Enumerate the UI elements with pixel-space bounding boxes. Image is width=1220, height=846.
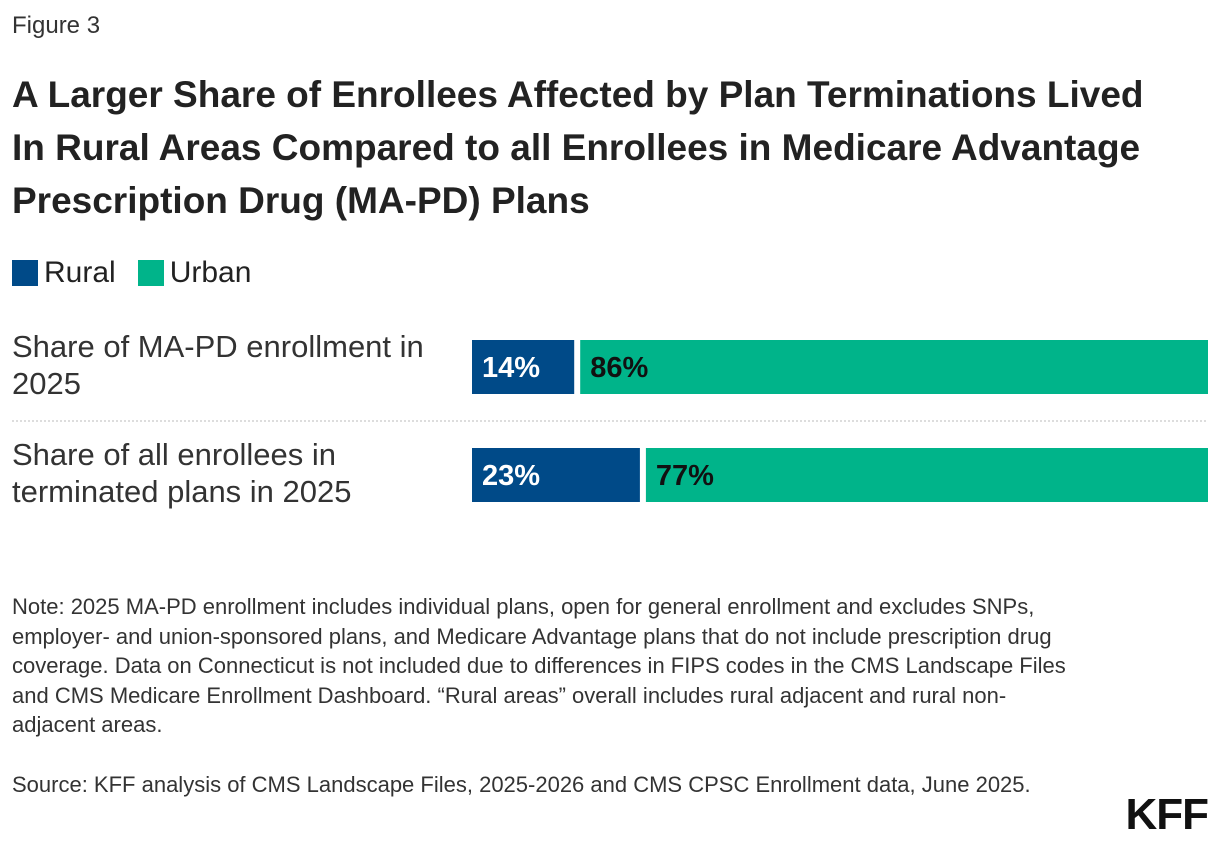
bar-rural-terminated-plans <box>472 448 640 502</box>
legend-swatch-urban <box>137 260 164 286</box>
category-label-terminated-plans: Share of all enrollees in terminated plan… <box>12 437 352 509</box>
category-label-line: Share of all enrollees in <box>12 437 336 472</box>
legend-label-rural: Rural <box>44 256 116 289</box>
bar-urban-ma-pd-enrollment <box>580 340 1208 394</box>
legend-item-rural: Rural <box>12 256 116 290</box>
bar-urban-terminated-plans <box>645 448 1208 502</box>
category-label-line: Share of MA-PD enrollment in <box>12 329 424 364</box>
figure-label: Figure 3 <box>12 12 101 39</box>
data-label-rural-terminated-plans: 23% <box>482 460 540 492</box>
legend-swatch-rural <box>12 260 38 286</box>
legend-label-urban: Urban <box>169 256 252 289</box>
data-label-rural-ma-pd-enrollment: 14% <box>482 352 540 384</box>
category-label-ma-pd-enrollment: Share of MA-PD enrollment in 2025 <box>12 329 424 401</box>
kff-logo: KFF <box>1125 790 1209 839</box>
chart-source: Source: KFF analysis of CMS Landscape Fi… <box>12 772 1031 797</box>
chart-title: A Larger Share of Enrollees Affected by … <box>12 74 1144 221</box>
legend-item-urban: Urban <box>137 256 252 290</box>
category-label-line: terminated plans in 2025 <box>12 474 352 509</box>
bar-rural-ma-pd-enrollment <box>472 340 575 394</box>
chart-legend: Rural Urban <box>12 256 273 290</box>
data-label-urban-ma-pd-enrollment: 86% <box>590 352 648 384</box>
category-label-line: 2025 <box>12 366 81 401</box>
bar-chart: Share of MA-PD enrollment in 2025 14% 86% Sh… <box>12 329 1208 509</box>
chart-note: Note: 2025 MA-PD enrollment includes ind… <box>12 594 1066 737</box>
data-label-urban-terminated-plans: 77% <box>656 460 714 492</box>
